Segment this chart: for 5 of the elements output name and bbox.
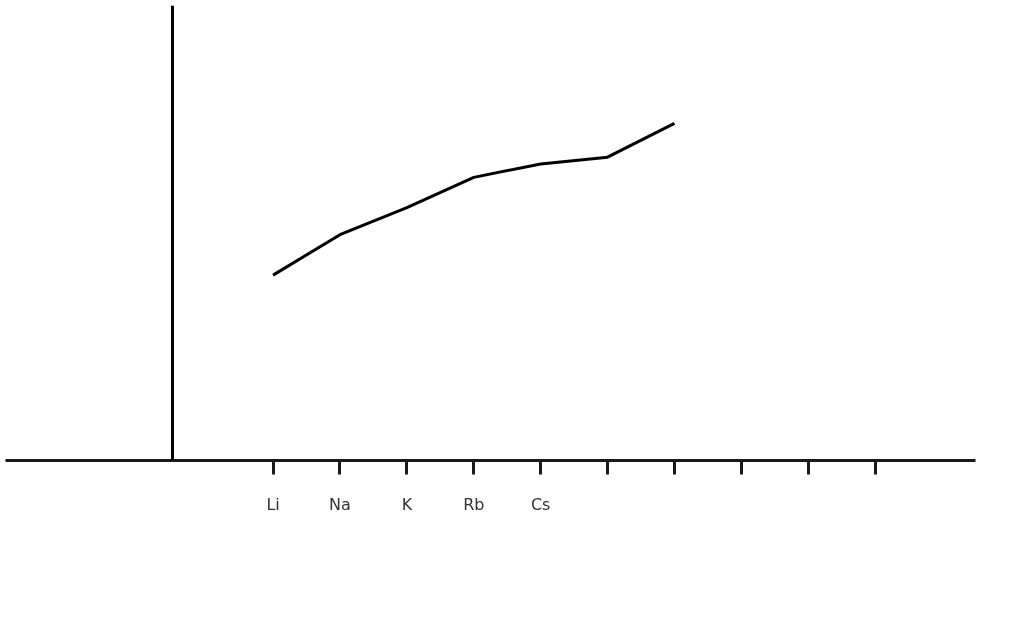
x-tick-label: Rb bbox=[463, 494, 485, 514]
x-tick-label: K bbox=[401, 494, 413, 514]
x-tick-label: Li bbox=[266, 494, 280, 514]
x-tick-label: Na bbox=[329, 494, 351, 514]
x-tick-label: Cs bbox=[530, 494, 551, 514]
